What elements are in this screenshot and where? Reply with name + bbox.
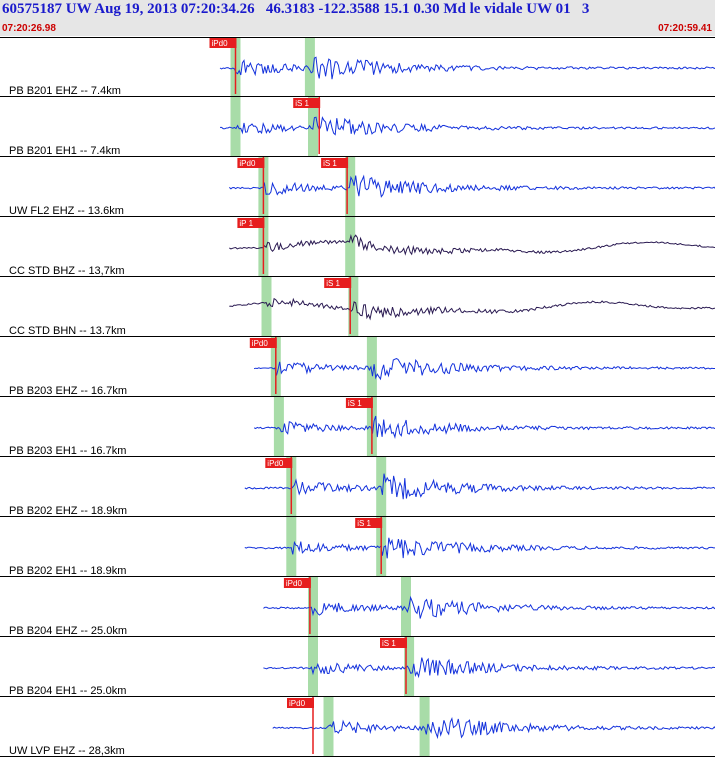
station-label: UW FL2 EHZ -- 13.6km: [9, 205, 124, 217]
pick-marker[interactable]: [265, 458, 293, 468]
waveform-trace: [229, 233, 715, 256]
pick-marker[interactable]: [380, 638, 407, 648]
waveform-trace: [228, 174, 715, 198]
pick-label: iS 1: [348, 399, 362, 408]
pick-label: iPd0: [289, 699, 306, 708]
station-label: PB B203 EH1 -- 16.7km: [9, 445, 126, 457]
pick-marker[interactable]: [209, 38, 237, 48]
pick-label: iPd0: [286, 579, 303, 588]
pick-window: [273, 397, 284, 456]
trace-row: iS 1 PB B201 EH1 -- 7.4km: [0, 97, 715, 157]
trace-row: iPd0 PB B204 EHZ -- 25.0km: [0, 577, 715, 637]
station-label: CC STD BHZ -- 13,7km: [9, 265, 125, 277]
pick-label: iPd0: [252, 339, 269, 348]
trace-row: iPd0 PB B202 EHZ -- 18.9km: [0, 457, 715, 517]
pick-marker[interactable]: [345, 398, 373, 408]
pick-label: iS 1: [295, 99, 309, 108]
pick-window: [345, 157, 356, 216]
event-title: 60575187 UW Aug 19, 2013 07:20:34.26 46.…: [2, 1, 590, 17]
station-label: UW LVP EHZ -- 28,3km: [9, 745, 125, 757]
waveform-header: 60575187 UW Aug 19, 2013 07:20:34.26 46.…: [0, 0, 715, 36]
trace-row: iS 1 PB B204 EH1 -- 25.0km: [0, 637, 715, 697]
trace-row: iPd0 iS 1 UW FL2 EHZ -- 13.6km: [0, 157, 715, 217]
pick-marker[interactable]: [237, 218, 265, 228]
start-time-label: 07:20:26.98: [2, 23, 56, 34]
trace-row: iPd0 PB B203 EHZ -- 16.7km: [0, 337, 715, 397]
waveform-trace: [229, 297, 715, 321]
pick-window: [261, 277, 272, 336]
station-label: PB B204 EHZ -- 25.0km: [9, 625, 127, 637]
pick-window: [230, 97, 241, 156]
pick-label: iPd0: [239, 159, 256, 168]
pick-window: [308, 577, 318, 636]
pick-marker[interactable]: [293, 98, 321, 108]
trace-row: iPd0 PB B201 EHZ -- 7.4km: [0, 37, 715, 97]
pick-marker[interactable]: [283, 578, 311, 588]
pick-marker[interactable]: [321, 158, 349, 168]
pick-window: [308, 637, 318, 696]
waveform-trace: [244, 473, 715, 500]
pick-window: [304, 37, 315, 96]
waveform-trace: [253, 415, 715, 439]
pick-window: [345, 217, 356, 276]
seismogram-panel[interactable]: iPd0 PB B201 EHZ -- 7.4km iS 1 PB B201 EH1 …: [0, 37, 715, 758]
waveform-trace: [219, 56, 715, 80]
station-label: PB B204 EH1 -- 25.0km: [9, 685, 126, 697]
pick-marker[interactable]: [355, 518, 383, 528]
trace-row: iS 1 CC STD BHN -- 13.7km: [0, 277, 715, 337]
pick-label: iS 1: [357, 519, 371, 528]
station-label: PB B202 EH1 -- 18.9km: [9, 565, 126, 577]
station-label: CC STD BHN -- 13.7km: [9, 325, 126, 337]
pick-marker[interactable]: [324, 278, 352, 288]
station-label: PB B201 EHZ -- 7.4km: [9, 85, 121, 97]
pick-label: iPd0: [212, 39, 229, 48]
station-label: PB B203 EHZ -- 16.7km: [9, 385, 127, 397]
waveform-trace: [272, 716, 715, 740]
pick-label: iPd0: [267, 459, 284, 468]
trace-row: iPd0 UW LVP EHZ -- 28,3km: [0, 697, 715, 757]
pick-window: [286, 517, 297, 576]
pick-window: [366, 337, 377, 396]
trace-row: iS 1 PB B203 EH1 -- 16.7km: [0, 397, 715, 457]
pick-window: [401, 577, 411, 636]
pick-marker[interactable]: [237, 158, 265, 168]
end-time-label: 07:20:59.41: [658, 23, 712, 34]
trace-row: iS 1 PB B202 EH1 -- 18.9km: [0, 517, 715, 577]
pick-label: iS 1: [382, 639, 396, 648]
waveform-trace: [253, 358, 715, 381]
pick-window: [419, 697, 430, 756]
station-label: PB B202 EHZ -- 18.9km: [9, 505, 127, 517]
pick-marker[interactable]: [287, 698, 314, 708]
pick-label: iP 1: [239, 219, 253, 228]
pick-window: [404, 637, 415, 696]
waveform-trace: [244, 537, 715, 559]
waveform-trace: [263, 595, 715, 619]
pick-marker[interactable]: [249, 338, 277, 348]
pick-label: iS 1: [326, 279, 340, 288]
waveform-trace: [220, 116, 715, 136]
station-label: PB B201 EH1 -- 7.4km: [9, 145, 120, 157]
trace-row: iP 1 CC STD BHZ -- 13,7km: [0, 217, 715, 277]
waveform-trace: [263, 657, 715, 679]
pick-label: iS 1: [323, 159, 337, 168]
